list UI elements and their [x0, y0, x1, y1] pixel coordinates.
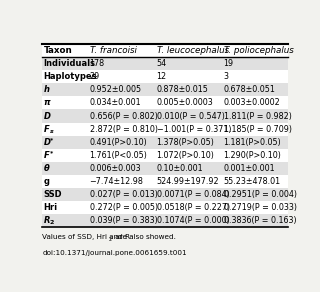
Text: doi:10.1371/journal.pone.0061659.t001: doi:10.1371/journal.pone.0061659.t001 — [43, 250, 187, 256]
Text: 0.10±0.001: 0.10±0.001 — [156, 164, 203, 173]
Text: 0.952±0.005: 0.952±0.005 — [90, 85, 142, 94]
Bar — [43, 136, 288, 149]
Text: 178: 178 — [90, 59, 105, 68]
Text: R: R — [44, 216, 50, 225]
Text: g: g — [44, 177, 50, 186]
Text: 0.010(P = 0.547): 0.010(P = 0.547) — [156, 112, 224, 121]
Text: h: h — [44, 85, 50, 94]
Text: 0.005±0.0003: 0.005±0.0003 — [156, 98, 213, 107]
Text: θ: θ — [44, 164, 50, 173]
Text: T. poliocephalus: T. poliocephalus — [224, 46, 293, 55]
Bar — [43, 57, 288, 70]
Bar — [43, 214, 288, 227]
Text: 2: 2 — [50, 220, 54, 225]
Text: s: s — [50, 129, 54, 134]
Text: −1.001(P = 0.371): −1.001(P = 0.371) — [156, 125, 231, 134]
Text: Individuals: Individuals — [44, 59, 96, 68]
Text: T. leucocephalus: T. leucocephalus — [156, 46, 229, 55]
Text: 0.001±0.001: 0.001±0.001 — [224, 164, 275, 173]
Text: 19: 19 — [224, 59, 234, 68]
Bar — [43, 96, 288, 110]
Bar — [43, 162, 288, 175]
Text: 1.181(P>0.05): 1.181(P>0.05) — [224, 138, 281, 147]
Bar — [43, 70, 288, 83]
Text: 1.761(P<0.05): 1.761(P<0.05) — [90, 151, 148, 160]
Text: 0.1074(P = 0.000): 0.1074(P = 0.000) — [156, 216, 229, 225]
Text: 29: 29 — [90, 72, 100, 81]
Text: 0.678±0.051: 0.678±0.051 — [224, 85, 276, 94]
Text: 0.034±0.001: 0.034±0.001 — [90, 98, 141, 107]
Text: 0.2951(P = 0.004): 0.2951(P = 0.004) — [224, 190, 297, 199]
Text: Values of SSD, Hri and R: Values of SSD, Hri and R — [43, 234, 131, 240]
Text: 1.185(P = 0.709): 1.185(P = 0.709) — [224, 125, 292, 134]
Text: 1.290(P>0.10): 1.290(P>0.10) — [224, 151, 281, 160]
Text: SSD: SSD — [44, 190, 62, 199]
Text: 55.23±478.01: 55.23±478.01 — [224, 177, 281, 186]
Bar — [43, 123, 288, 136]
Text: 0.0071(P = 0.084): 0.0071(P = 0.084) — [156, 190, 229, 199]
Text: 2.872(P = 0.810): 2.872(P = 0.810) — [90, 125, 157, 134]
Text: 1.811(P = 0.982): 1.811(P = 0.982) — [224, 112, 292, 121]
Text: 2: 2 — [109, 237, 112, 242]
Text: Taxon: Taxon — [44, 46, 72, 55]
Text: π: π — [44, 98, 50, 107]
Text: are also showed.: are also showed. — [113, 234, 176, 240]
Text: Hri: Hri — [44, 203, 58, 212]
Text: *: * — [50, 137, 53, 142]
Text: 54: 54 — [156, 59, 167, 68]
Bar — [43, 201, 288, 214]
Text: 12: 12 — [156, 72, 167, 81]
Text: 0.3836(P = 0.163): 0.3836(P = 0.163) — [224, 216, 296, 225]
Text: F: F — [44, 151, 50, 160]
Bar — [43, 149, 288, 162]
Text: 0.039(P = 0.383): 0.039(P = 0.383) — [90, 216, 157, 225]
Bar — [43, 110, 288, 123]
Text: 0.656(P = 0.802): 0.656(P = 0.802) — [90, 112, 157, 121]
Bar — [43, 188, 288, 201]
Text: T. francoisi: T. francoisi — [90, 46, 136, 55]
Text: 0.2719(P = 0.033): 0.2719(P = 0.033) — [224, 203, 297, 212]
Text: 0.878±0.015: 0.878±0.015 — [156, 85, 208, 94]
Text: 0.491(P>0.10): 0.491(P>0.10) — [90, 138, 147, 147]
Text: *: * — [50, 150, 53, 155]
Text: D: D — [44, 138, 51, 147]
Text: 1.378(P>0.05): 1.378(P>0.05) — [156, 138, 214, 147]
Text: 0.006±0.003: 0.006±0.003 — [90, 164, 141, 173]
Text: 524.99±197.92: 524.99±197.92 — [156, 177, 219, 186]
Text: −7.74±12.98: −7.74±12.98 — [90, 177, 143, 186]
Text: Haplotypes: Haplotypes — [44, 72, 97, 81]
Text: D: D — [44, 112, 51, 121]
Bar — [43, 83, 288, 96]
Text: 1.072(P>0.10): 1.072(P>0.10) — [156, 151, 214, 160]
Text: 3: 3 — [224, 72, 228, 81]
Text: F: F — [44, 125, 50, 134]
Bar — [43, 44, 288, 57]
Text: 0.027(P = 0.013): 0.027(P = 0.013) — [90, 190, 157, 199]
Text: 0.0518(P = 0.227): 0.0518(P = 0.227) — [156, 203, 230, 212]
Text: 0.003±0.0002: 0.003±0.0002 — [224, 98, 280, 107]
Bar — [43, 175, 288, 188]
Text: 0.272(P = 0.005): 0.272(P = 0.005) — [90, 203, 158, 212]
